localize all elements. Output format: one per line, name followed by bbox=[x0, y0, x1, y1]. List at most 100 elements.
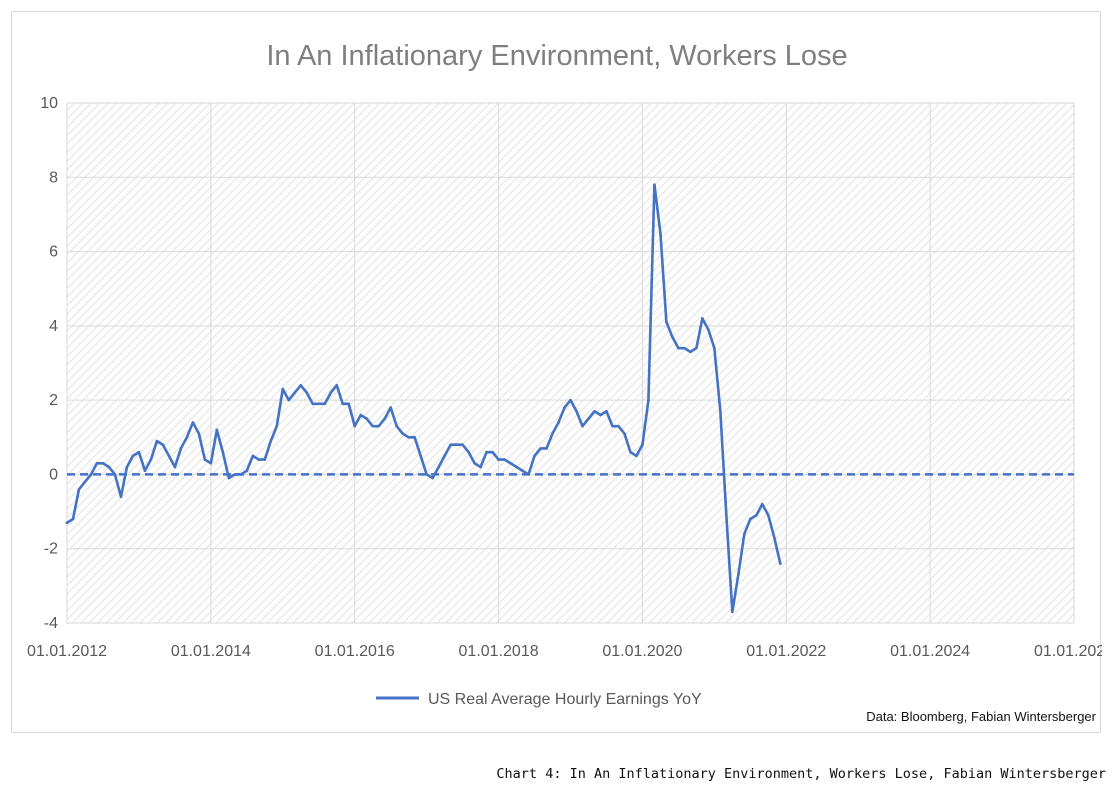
x-tick-label: 01.01.2024 bbox=[890, 643, 970, 660]
data-point bbox=[659, 231, 662, 235]
data-point bbox=[77, 487, 81, 491]
data-point bbox=[629, 450, 632, 454]
data-point bbox=[533, 454, 536, 458]
data-point bbox=[257, 458, 261, 461]
data-point bbox=[389, 406, 392, 409]
data-point bbox=[551, 432, 554, 435]
chart-svg: In An Inflationary Environment, Workers … bbox=[27, 40, 1102, 724]
data-point bbox=[695, 346, 698, 350]
x-tick-label: 01.01.2026 bbox=[1034, 643, 1102, 660]
data-point bbox=[137, 450, 141, 454]
data-point bbox=[245, 469, 249, 473]
data-point bbox=[71, 517, 75, 521]
data-point bbox=[419, 454, 422, 458]
data-point bbox=[479, 465, 482, 469]
data-point bbox=[725, 513, 728, 517]
y-tick-label: -2 bbox=[44, 541, 58, 558]
source-note: Data: Bloomberg, Fabian Wintersberger bbox=[866, 709, 1096, 724]
data-point bbox=[611, 424, 614, 428]
data-point bbox=[341, 402, 345, 406]
data-point bbox=[527, 473, 530, 476]
legend-label: US Real Average Hourly Earnings YoY bbox=[428, 691, 702, 708]
data-point bbox=[227, 476, 231, 480]
data-point bbox=[413, 435, 416, 439]
data-point bbox=[503, 458, 506, 461]
data-point bbox=[731, 610, 734, 614]
y-tick-label: 10 bbox=[40, 95, 58, 112]
data-point bbox=[173, 465, 177, 469]
data-point bbox=[647, 398, 650, 402]
data-point bbox=[353, 424, 357, 428]
data-point bbox=[569, 398, 572, 402]
chart-title: In An Inflationary Environment, Workers … bbox=[266, 40, 847, 72]
data-point bbox=[305, 391, 309, 395]
data-point bbox=[461, 443, 464, 447]
data-point bbox=[575, 409, 578, 413]
x-tick-label: 01.01.2012 bbox=[27, 643, 107, 660]
data-point bbox=[377, 424, 380, 428]
y-tick-label: 6 bbox=[49, 244, 58, 261]
x-tick-label: 01.01.2022 bbox=[746, 643, 826, 660]
data-point bbox=[605, 409, 608, 413]
data-point bbox=[131, 454, 135, 458]
data-point bbox=[677, 346, 680, 350]
legend: US Real Average Hourly Earnings YoY bbox=[376, 691, 702, 708]
data-point bbox=[665, 320, 668, 324]
data-point bbox=[497, 458, 500, 461]
data-point bbox=[281, 387, 285, 391]
data-point bbox=[455, 443, 458, 447]
data-point bbox=[683, 346, 686, 350]
data-point bbox=[587, 417, 590, 421]
data-point bbox=[95, 461, 99, 465]
y-tick-label: 0 bbox=[49, 466, 58, 483]
data-point bbox=[701, 317, 704, 320]
data-point bbox=[509, 461, 512, 465]
data-point bbox=[641, 443, 644, 447]
data-point bbox=[299, 383, 303, 387]
data-point bbox=[431, 476, 434, 480]
data-point bbox=[772, 536, 776, 539]
data-point bbox=[335, 383, 339, 387]
y-tick-label: 2 bbox=[49, 392, 58, 409]
x-tick-label: 01.01.2014 bbox=[171, 643, 251, 660]
data-point bbox=[623, 432, 626, 435]
data-point bbox=[161, 443, 165, 447]
data-point bbox=[107, 465, 111, 469]
data-point bbox=[329, 391, 333, 395]
data-point bbox=[707, 328, 710, 331]
plot-area-background bbox=[67, 103, 1074, 623]
data-point bbox=[767, 513, 770, 517]
data-point bbox=[755, 513, 758, 517]
data-point bbox=[359, 413, 363, 417]
data-point bbox=[599, 413, 602, 417]
data-point bbox=[719, 409, 722, 413]
data-point bbox=[143, 469, 147, 473]
data-point bbox=[635, 454, 638, 458]
x-tick-label: 01.01.2020 bbox=[602, 643, 682, 660]
data-point bbox=[365, 417, 369, 421]
data-point bbox=[473, 461, 476, 465]
data-point bbox=[515, 465, 518, 469]
data-point bbox=[653, 183, 656, 187]
data-point bbox=[101, 461, 105, 465]
data-point bbox=[275, 424, 279, 428]
data-point bbox=[749, 517, 752, 521]
data-point bbox=[185, 435, 189, 439]
data-point bbox=[761, 502, 764, 506]
y-tick-label: -4 bbox=[44, 615, 58, 632]
data-point bbox=[737, 573, 740, 577]
data-point bbox=[437, 465, 440, 469]
x-axis-ticks: 01.01.2012 01.01.2014 01.01.2016 01.01.2018… bbox=[27, 643, 1102, 660]
data-point bbox=[347, 402, 351, 406]
series-layer bbox=[65, 183, 782, 614]
data-point bbox=[425, 473, 428, 476]
data-point bbox=[65, 521, 69, 525]
x-tick-label: 01.01.2016 bbox=[315, 643, 395, 660]
x-tick-label: 01.01.2018 bbox=[459, 643, 539, 660]
data-point bbox=[125, 465, 129, 469]
data-point bbox=[113, 473, 117, 476]
data-point bbox=[119, 495, 123, 499]
data-point bbox=[215, 428, 219, 432]
data-point bbox=[239, 473, 243, 476]
data-point bbox=[617, 424, 620, 428]
